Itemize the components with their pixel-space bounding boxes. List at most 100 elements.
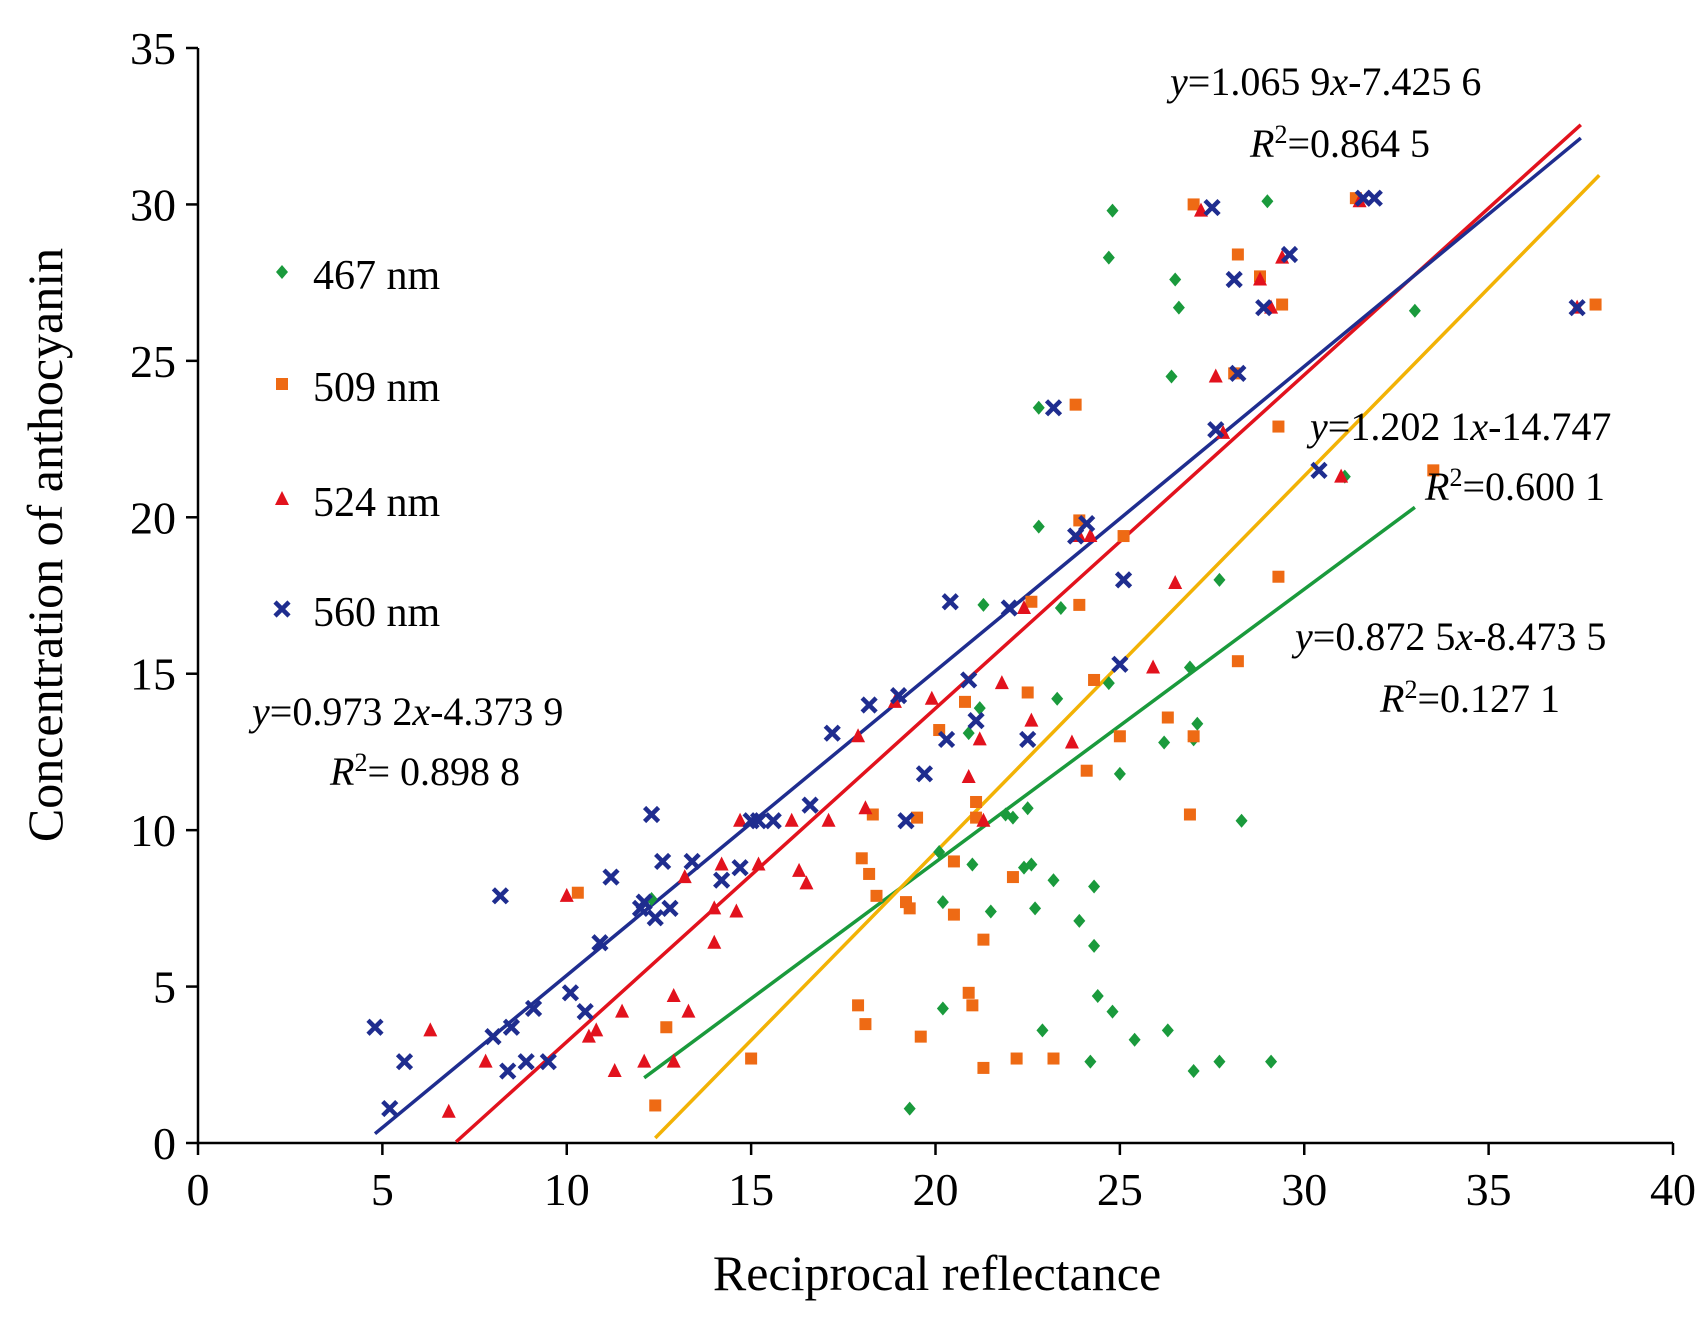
point-560nm — [823, 724, 841, 742]
point-509nm — [745, 1052, 758, 1065]
svg-text:y=1.065 9x-7.425 6: y=1.065 9x-7.425 6 — [1166, 59, 1481, 104]
x-tick-label: 25 — [1097, 1164, 1143, 1215]
svg-text:R2= 0.898 8: R2= 0.898 8 — [329, 748, 520, 795]
point-560nm — [661, 899, 679, 917]
point-560nm — [1203, 198, 1221, 217]
legend-item: 509 nm — [276, 365, 441, 411]
point-524nm — [423, 1022, 438, 1037]
svg-text:y=0.872 5x-8.473 5: y=0.872 5x-8.473 5 — [1291, 614, 1606, 659]
point-524nm — [1064, 734, 1079, 749]
point-467nm — [903, 1101, 916, 1116]
point-467nm — [1106, 203, 1119, 218]
point-560nm — [642, 805, 661, 824]
point-560nm — [960, 671, 978, 689]
point-467nm — [962, 726, 975, 741]
point-467nm — [1021, 801, 1034, 816]
point-524nm — [1024, 712, 1039, 727]
point-560nm — [1207, 421, 1225, 439]
point-560nm — [524, 999, 543, 1018]
fit-line-560nm — [373, 136, 1582, 1136]
point-524nm — [478, 1053, 493, 1068]
legend-item: 524 nm — [275, 480, 441, 526]
point-509nm — [852, 999, 865, 1012]
x-tick-label: 35 — [1466, 1164, 1512, 1215]
point-509nm — [970, 811, 983, 824]
point-524nm — [729, 903, 744, 918]
point-560nm — [1067, 527, 1085, 545]
point-560nm — [654, 852, 672, 871]
point-467nm — [1113, 766, 1126, 781]
point-524nm — [589, 1022, 604, 1037]
point-560nm — [915, 765, 934, 783]
point-560nm — [683, 852, 701, 871]
point-467nm — [1191, 716, 1204, 731]
svg-text:R2=0.600 1: R2=0.600 1 — [1424, 463, 1605, 510]
point-560nm — [1111, 655, 1129, 673]
point-467nm — [1172, 300, 1185, 315]
point-524nm — [681, 1003, 696, 1018]
x-tick-label: 20 — [913, 1164, 959, 1215]
equation-467nm: y=0.872 5x-8.473 5 R2=0.127 1 — [1291, 614, 1606, 721]
point-467nm — [1088, 938, 1101, 953]
point-509nm — [1231, 248, 1244, 261]
x-axis-title: Reciprocal reflectance — [713, 1245, 1161, 1301]
series-467nm — [645, 194, 1421, 1116]
y-tick-label: 15 — [130, 649, 176, 700]
x-tick-label: 0 — [187, 1164, 210, 1215]
point-509nm — [1117, 530, 1130, 543]
point-524nm — [858, 800, 873, 815]
svg-text:y=0.973 2x-4.373 9: y=0.973 2x-4.373 9 — [248, 689, 563, 734]
point-467nm — [1084, 1054, 1097, 1069]
point-509nm — [1276, 298, 1289, 311]
point-560nm — [1568, 299, 1586, 317]
point-524nm — [1083, 528, 1098, 543]
point-560nm — [897, 812, 915, 830]
point-467nm — [984, 904, 997, 919]
point-560nm — [366, 1018, 384, 1036]
fit-lines — [373, 123, 1601, 1144]
y-tick-label: 35 — [130, 23, 176, 74]
point-524nm — [581, 1028, 596, 1043]
point-560nm — [484, 1028, 502, 1046]
point-467nm — [1047, 873, 1060, 888]
point-467nm — [1025, 857, 1038, 872]
point-509nm — [903, 902, 916, 915]
point-509nm — [571, 886, 584, 899]
legend-label: 467 nm — [313, 253, 441, 299]
x-tick-label: 30 — [1281, 1164, 1327, 1215]
point-524nm — [1208, 368, 1223, 383]
point-560nm — [1000, 599, 1018, 617]
point-509nm — [1047, 1052, 1060, 1065]
point-509nm — [649, 1099, 662, 1112]
point-560nm — [764, 812, 782, 830]
point-560nm — [499, 1062, 517, 1080]
y-tick-label: 10 — [130, 805, 176, 856]
point-509nm — [911, 811, 924, 824]
point-467nm — [936, 895, 949, 910]
point-524nm — [792, 862, 807, 877]
point-509nm — [1272, 570, 1285, 583]
point-509nm — [947, 855, 960, 868]
point-560nm — [561, 984, 580, 1002]
fit-line-509nm — [654, 174, 1601, 1140]
point-509nm — [1021, 686, 1034, 699]
y-axis-title: Concentration of anthocyanin — [17, 248, 73, 842]
point-467nm — [1032, 519, 1045, 534]
point-509nm — [870, 889, 883, 902]
legend-marker-560nm — [273, 600, 291, 618]
svg-text:R2=0.864 5: R2=0.864 5 — [1249, 120, 1430, 167]
point-560nm — [731, 859, 749, 877]
legend-label: 524 nm — [313, 480, 441, 526]
point-560nm — [635, 893, 653, 911]
point-524nm — [666, 987, 681, 1002]
point-560nm — [1365, 189, 1383, 207]
point-509nm — [977, 1061, 990, 1074]
point-467nm — [1158, 735, 1171, 750]
point-467nm — [933, 845, 946, 860]
point-509nm — [1187, 730, 1200, 743]
x-tick-label: 10 — [544, 1164, 590, 1215]
svg-text:y=1.202 1x-14.747: y=1.202 1x-14.747 — [1306, 404, 1611, 449]
point-560nm — [967, 712, 985, 730]
point-467nm — [1213, 572, 1226, 587]
point-560nm — [1114, 571, 1133, 589]
